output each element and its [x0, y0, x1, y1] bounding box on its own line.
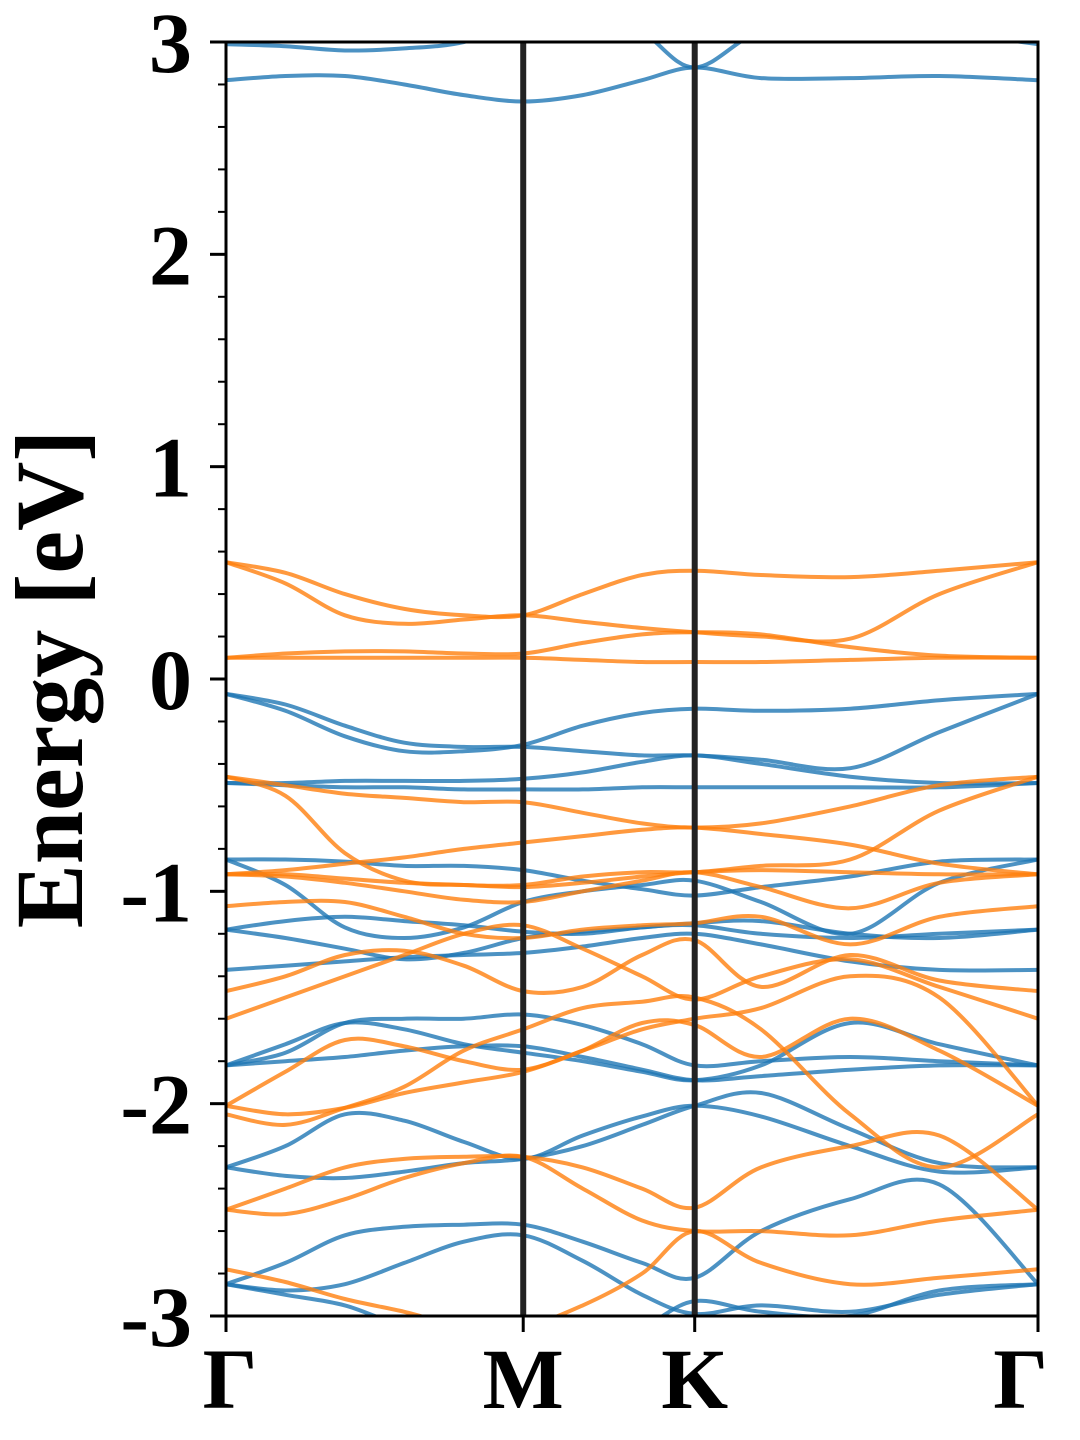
- band-line-b-2: [226, 630, 1038, 660]
- band-line-a-12: [226, 1020, 1038, 1083]
- band-line-a-4: [226, 753, 1038, 786]
- band-line-a-18: [226, 1282, 1038, 1316]
- y-tick-label: 3: [149, 0, 192, 91]
- band-line-b-0: [226, 560, 1038, 620]
- band-line-a-14: [226, 1103, 1038, 1175]
- band-line-b-9: [226, 898, 1038, 947]
- y-tick-label: -2: [120, 1057, 192, 1153]
- band-line-a-9: [226, 918, 1038, 962]
- x-tick-label-Γ: Γ: [203, 1331, 258, 1427]
- y-tick-label: 0: [149, 632, 192, 728]
- band-line-a-2: [226, 691, 1038, 755]
- band-line-b-6: [226, 825, 1038, 877]
- y-axis-ticks: 3 2 1 0 -1 -2 -3: [120, 0, 226, 1365]
- x-tick-label-M: M: [483, 1331, 564, 1427]
- band-line-b-12: [226, 973, 1038, 1108]
- band-line-a-3: [226, 691, 1038, 772]
- y-tick-label: -1: [120, 844, 192, 940]
- band-line-b-8: [226, 870, 1038, 911]
- band-line-a-15: [226, 1090, 1038, 1181]
- band-line-a-5: [226, 781, 1038, 792]
- band-line-b-11: [226, 922, 1038, 1021]
- band-line-b-7: [226, 868, 1038, 890]
- band-line-a-13: [226, 1043, 1038, 1083]
- band-line-a-0: [226, 42, 1038, 70]
- band-line-b-15: [226, 1153, 1038, 1238]
- x-tick-label-K: K: [661, 1331, 728, 1427]
- y-tick-label: 2: [149, 207, 192, 303]
- band-line-b-10: [226, 936, 1038, 995]
- y-tick-label: -3: [120, 1269, 192, 1365]
- high-symmetry-lines: [520, 42, 698, 1316]
- band-line-a-1: [226, 65, 1038, 104]
- band-lines: [226, 42, 1038, 1316]
- band-line-b-16: [226, 1229, 1038, 1316]
- band-line-a-8: [226, 914, 1038, 940]
- band-line-b-4: [226, 774, 1038, 830]
- x-tick-label-Γ: Γ: [993, 1331, 1048, 1427]
- plot-frame: [224, 40, 1040, 1318]
- band-line-a-17: [226, 1232, 1038, 1316]
- band-line-b-1: [226, 560, 1038, 644]
- band-line-b-3: [226, 655, 1038, 665]
- band-line-b-17: [226, 993, 1038, 1170]
- band-line-a-16: [226, 1177, 1038, 1287]
- y-tick-label: 1: [149, 420, 192, 516]
- y-axis-label: Energy [eV]: [0, 430, 103, 929]
